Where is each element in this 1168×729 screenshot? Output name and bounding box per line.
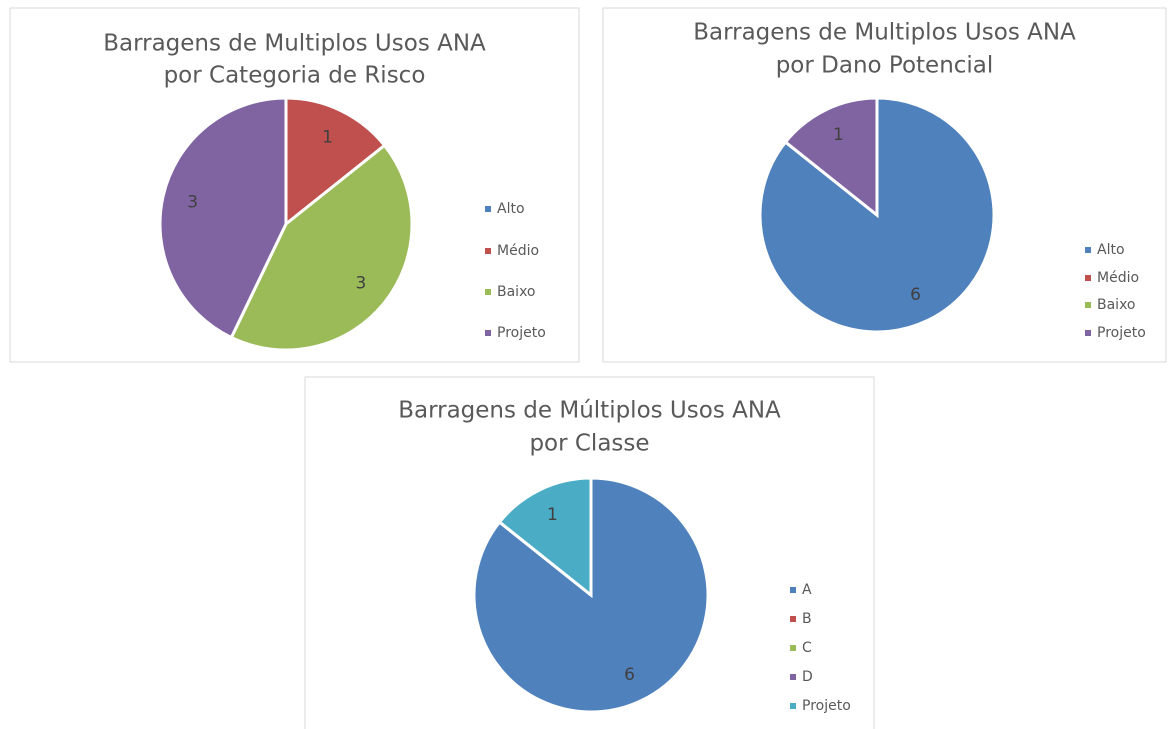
data-label: 3 (355, 274, 366, 294)
data-label: 1 (833, 125, 844, 145)
legend-label: B (802, 611, 812, 627)
legend-swatch (790, 703, 796, 709)
legend-swatch (1085, 275, 1091, 281)
legend-label: A (802, 582, 812, 598)
pie-slice (783, 96, 879, 219)
legend-swatch (1085, 302, 1091, 308)
legend-label: Projeto (497, 325, 546, 341)
legend-swatch (485, 206, 491, 212)
chart-title: Barragens de Multiplos Usos ANA (103, 31, 486, 57)
legend-swatch (485, 248, 491, 254)
data-label: 6 (910, 285, 921, 305)
pie-slice (284, 96, 387, 228)
legend-label: Projeto (1097, 325, 1146, 341)
legend-label: Baixo (1097, 297, 1136, 313)
legend-label: C (802, 640, 812, 656)
legend-swatch (485, 330, 491, 336)
chart-title: Barragens de Multiplos Usos ANA (693, 20, 1076, 46)
pie-slice (229, 143, 414, 352)
chart-title: Barragens de Múltiplos Usos ANA (398, 398, 781, 424)
legend-swatch (1085, 330, 1091, 336)
pie-slice (497, 476, 593, 599)
legend-swatch (485, 289, 491, 295)
data-label: 6 (624, 665, 635, 685)
legend-label: Alto (1097, 242, 1125, 258)
legend-label: D (802, 669, 813, 685)
legend-swatch (1085, 247, 1091, 253)
legend-swatch (790, 674, 796, 680)
legend-swatch (790, 587, 796, 593)
chart-title: por Classe (529, 431, 649, 457)
legend-label: Baixo (497, 284, 536, 300)
legend-swatch (790, 616, 796, 622)
chart-title: por Categoria de Risco (164, 63, 426, 89)
data-label: 1 (547, 505, 558, 525)
legend-label: Projeto (802, 698, 851, 714)
chart-title: por Dano Potencial (776, 53, 994, 79)
data-label: 1 (322, 128, 333, 148)
data-label: 3 (187, 193, 198, 213)
legend-label: Médio (497, 243, 539, 259)
pie-slice (158, 96, 288, 340)
legend-label: Médio (1097, 270, 1139, 286)
legend-label: Alto (497, 201, 525, 217)
legend-swatch (790, 645, 796, 651)
